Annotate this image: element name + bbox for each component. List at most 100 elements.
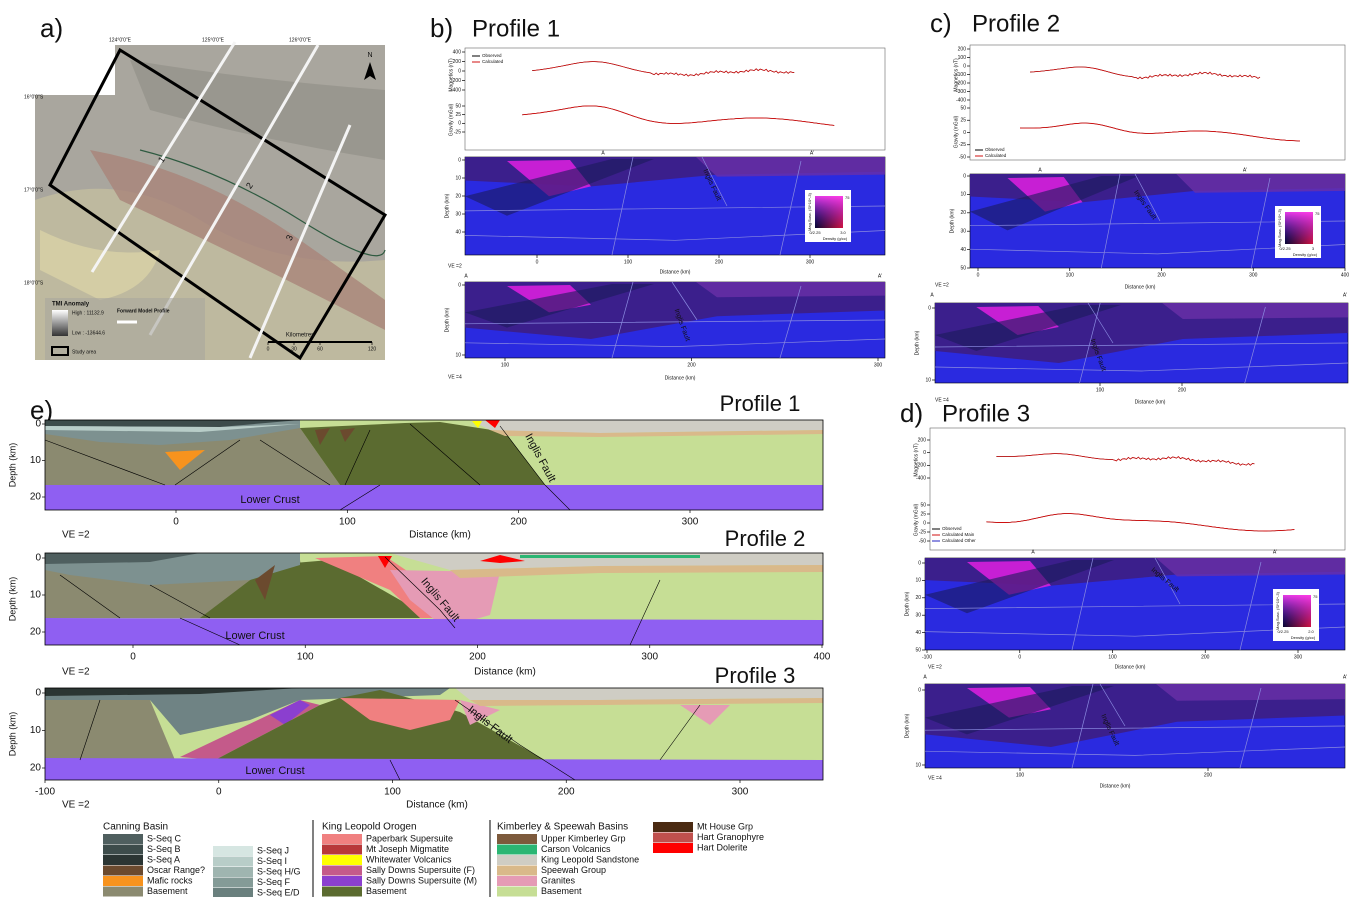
- legend-swatch: [103, 866, 143, 876]
- legend-label: Calculated Other: [942, 538, 976, 543]
- ve-label: VE =4: [928, 775, 942, 781]
- axis-title: Distance (km): [406, 800, 468, 811]
- mag-label: -300: [956, 89, 966, 95]
- colorbar-label: 0/2.25: [1279, 246, 1291, 251]
- model-panel: b)Profile 1Magnetics (nT)Gravity (mGal)4…: [430, 13, 885, 381]
- colorbar-label: Density (g/cc): [823, 236, 848, 241]
- legend-label: Granites: [541, 875, 576, 885]
- mag-label: -400: [916, 475, 926, 481]
- legend-swatch: [103, 834, 143, 844]
- distance-label: 200: [715, 259, 724, 265]
- legend-low: Low : -13644.6: [72, 330, 105, 336]
- colorbar: [1285, 212, 1313, 244]
- legend-swatch: [103, 887, 143, 897]
- figure: 124°0'0"E125°0'0"E126°0'0"E16°0'0"S17°0'…: [0, 0, 1356, 897]
- ve-label: VE =2: [62, 530, 90, 541]
- lower-crust-label: Lower Crust: [245, 765, 304, 777]
- legend-label: Calculated: [482, 59, 504, 64]
- legend-study: Study area: [72, 349, 96, 355]
- colorbar: [815, 196, 843, 228]
- detail-depth-label: 10: [925, 377, 931, 383]
- longitude-label: 124°0'0"E: [109, 37, 132, 43]
- distance-label: 300: [641, 652, 658, 663]
- colorbar-label: 75: [845, 195, 850, 200]
- legend-swatch: [497, 876, 537, 886]
- distance-label: 200: [1201, 654, 1210, 660]
- colorbar-label: Mag.Susc. (SI*10^-3): [1275, 591, 1280, 630]
- depth-label: 20: [30, 627, 42, 638]
- model-layer: [1176, 174, 1345, 193]
- mag-label: 0: [458, 68, 461, 74]
- model-layer: [1162, 303, 1348, 319]
- model-panel: d)Profile 3Magnetics (nT)Gravity (mGal)2…: [900, 398, 1347, 789]
- mag-label: 0: [923, 450, 926, 456]
- section-mark: A: [464, 273, 468, 279]
- data-frame: [970, 45, 1345, 160]
- depth-label: 10: [455, 175, 461, 181]
- distance-label: 100: [1066, 272, 1075, 278]
- colorbar-label: 0/2.25: [809, 230, 821, 235]
- detail-depth-label: 10: [455, 352, 461, 358]
- axis-title: Distance (km): [1125, 284, 1156, 290]
- axis-title: Depth (km): [904, 713, 910, 738]
- legend-label: Hart Granophyre: [697, 832, 764, 842]
- panel-label: b): [430, 13, 453, 43]
- legend-swatch: [322, 866, 362, 876]
- mag-label: -400: [451, 87, 461, 93]
- section-title: Profile 3: [715, 663, 796, 688]
- grav-label: 0: [923, 520, 926, 526]
- legend-swatch: [497, 845, 537, 855]
- legend-label: Mt Joseph Migmatite: [366, 844, 449, 854]
- axis-title: Distance (km): [660, 269, 691, 275]
- distance-label: 400: [814, 652, 831, 663]
- depth-label: 20: [915, 595, 921, 601]
- mag-label: -200: [956, 80, 966, 86]
- ve-label: VE =4: [448, 374, 462, 380]
- axis-title: Depth (km): [444, 193, 450, 218]
- cross-section: Profile 1Depth (km)010200100200300Distan…: [7, 391, 823, 541]
- panel-title: Profile 1: [472, 15, 560, 42]
- geologic-unit: [45, 618, 823, 645]
- depth-label: 50: [915, 647, 921, 653]
- legend-label: Speewah Group: [541, 865, 606, 875]
- mag-label: -200: [451, 78, 461, 84]
- legend-swatch: [322, 887, 362, 897]
- legend-high: High : 11132.9: [72, 310, 104, 316]
- section-title: Profile 2: [725, 526, 806, 551]
- distance-label: 300: [682, 517, 699, 528]
- distance-label: 0: [216, 787, 222, 798]
- legend-label: Carson Volcanics: [541, 844, 611, 854]
- legend-swatch: [103, 876, 143, 886]
- legend-label: Oscar Range?: [147, 865, 205, 875]
- ve-label: VE =2: [62, 667, 90, 678]
- section-mark: A': [1343, 292, 1347, 298]
- mag-label: -200: [916, 463, 926, 469]
- legend-profile: Forward Model Profile: [117, 308, 170, 314]
- detail-depth-label: 0: [928, 305, 931, 311]
- legend-label: Observed: [942, 526, 962, 531]
- legend-label: Sally Downs Supersuite (F): [366, 865, 475, 875]
- lower-crust-label: Lower Crust: [225, 630, 284, 642]
- latitude-label: 16°0'0"S: [24, 94, 44, 100]
- legend-label: Mt House Grp: [697, 821, 753, 831]
- colorbar-label: 0/2.25: [1277, 629, 1289, 634]
- depth-label: 40: [960, 247, 966, 253]
- axis-title: Distance (km): [665, 375, 696, 381]
- ve-label: VE =2: [448, 263, 462, 269]
- distance-label: 300: [732, 787, 749, 798]
- distance-label: -100: [922, 654, 932, 660]
- legend-swatch: [103, 855, 143, 865]
- latitude-label: 17°0'0"S: [24, 187, 44, 193]
- colorbar-label: Density (g/cc): [1293, 252, 1318, 257]
- depth-label: 10: [30, 455, 42, 466]
- depth-label: 50: [960, 265, 966, 271]
- legend-label: S-Seq B: [147, 844, 181, 854]
- section-mark: A: [930, 292, 934, 298]
- grav-label: -50: [919, 538, 926, 544]
- distance-label: 200: [558, 787, 575, 798]
- grav-label: 25: [960, 118, 966, 124]
- section-mark: A': [878, 273, 882, 279]
- depth-label: 10: [915, 578, 921, 584]
- tmi-swatch: [52, 310, 68, 336]
- distance-label: 200: [510, 517, 527, 528]
